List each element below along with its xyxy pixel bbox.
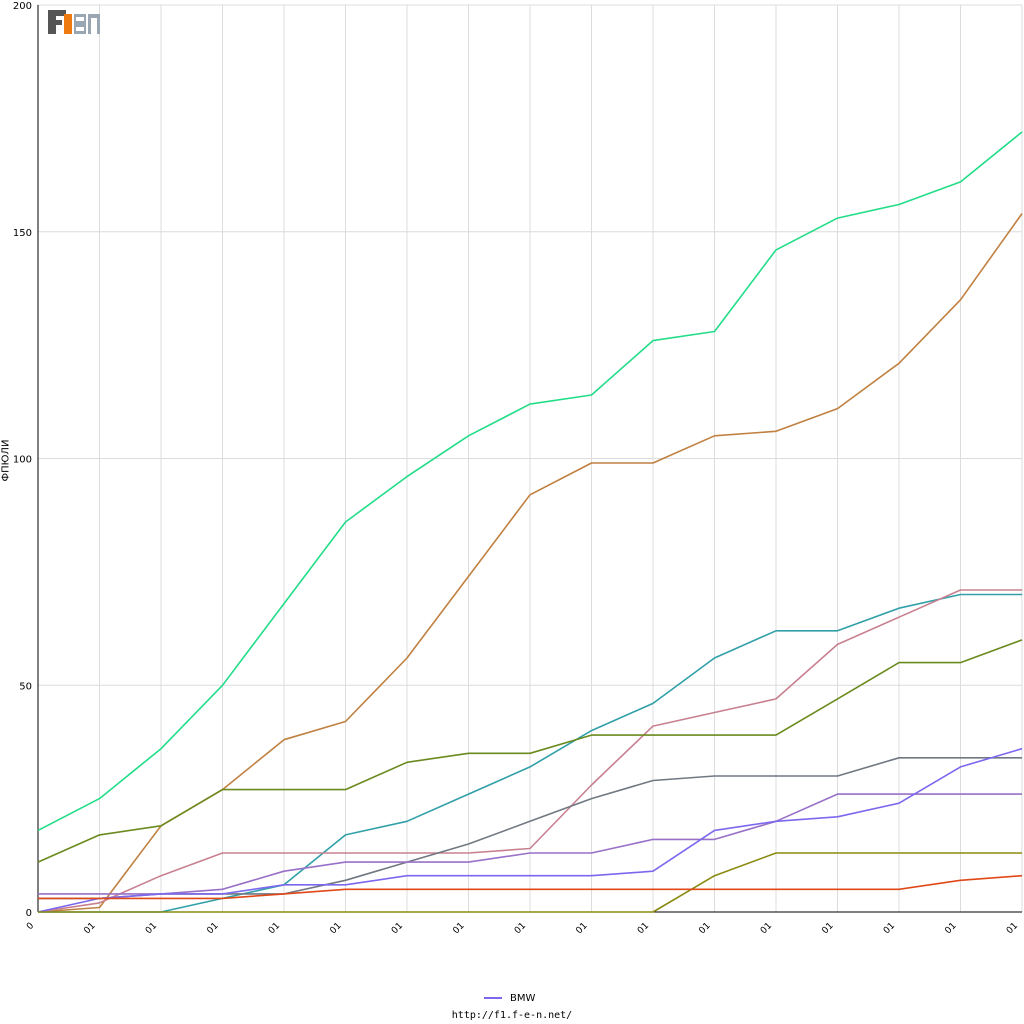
legend: BMW [484, 991, 535, 1005]
x-tick-label: 01 [205, 921, 220, 936]
y-axis-label: ФПЮЛИ [0, 439, 12, 482]
x-tick-label: 01 [328, 921, 343, 936]
y-tick-label: 50 [19, 681, 32, 692]
tick-labels: 0 50 100 150 200 0 01 01 01 01 01 01 01 01 01 01 01 01 01 0… [13, 1, 1020, 936]
legend-swatch [484, 997, 502, 999]
series-line-9 [38, 852, 1022, 913]
series-line-10 [38, 874, 1023, 900]
grid [37, 4, 1023, 913]
footer-url: http://f1.f-e-n.net/ [451, 1010, 573, 1021]
series-line-7 [38, 793, 1022, 895]
f1en-logo [48, 10, 100, 34]
x-tick-label: 01 [574, 921, 589, 936]
x-tick-label: 01 [513, 921, 528, 936]
x-tick-label: 01 [82, 921, 97, 936]
x-tick-label: 01 [144, 921, 159, 936]
series-lines [37, 131, 1023, 913]
x-tick-label: 01 [451, 921, 466, 936]
x-tick-label: 01 [882, 921, 897, 936]
x-tick-label: 01 [636, 921, 651, 936]
x-tick-label: 01 [759, 921, 774, 936]
x-tick-label: 01 [820, 921, 835, 936]
x-tick-label: 01 [1005, 921, 1020, 936]
x-tick-label: 01 [697, 921, 712, 936]
x-tick-label: 01 [943, 921, 958, 936]
legend-label: BMW [510, 992, 536, 1004]
y-tick-label: 150 [13, 228, 32, 239]
series-line-5 [37, 639, 1023, 863]
x-tick-label: 01 [267, 921, 282, 936]
y-tick-label: 0 [26, 908, 32, 919]
y-tick-label: 200 [13, 1, 32, 12]
x-tick-label: 0 [25, 921, 36, 932]
series-line-3 [38, 593, 1022, 913]
series-line-4 [37, 589, 1022, 913]
x-tick-label: 01 [390, 921, 405, 936]
series-line-8 [37, 747, 1023, 913]
y-tick-label: 100 [13, 455, 32, 466]
series-line-1 [37, 131, 1023, 832]
